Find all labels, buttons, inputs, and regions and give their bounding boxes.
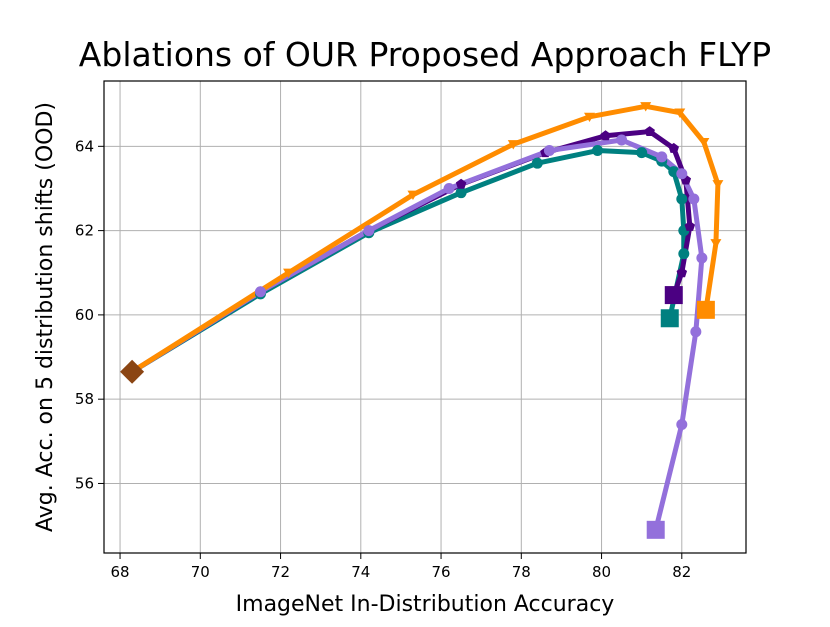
series-2-point: [656, 151, 668, 163]
series-layer: [129, 103, 721, 533]
x-tick-label: 68: [111, 563, 130, 581]
series-3-point: [674, 108, 686, 118]
y-tick-label: 58: [75, 390, 94, 408]
series-2-point: [690, 326, 702, 338]
x-tick-label: 80: [592, 563, 611, 581]
series-1-point: [455, 178, 467, 189]
series-0-point: [455, 187, 467, 199]
series-2-point: [688, 193, 700, 205]
series-0-end-point: [660, 309, 679, 328]
tick-layer: 68 70 72 74 76 78 80 82 56 58 60 62 64: [75, 137, 691, 581]
y-tick-label: 56: [75, 474, 94, 492]
series-2-point: [363, 225, 375, 237]
series-1-point: [644, 126, 655, 137]
series-2-point: [676, 168, 688, 180]
series-3-end-point: [696, 300, 715, 319]
series-1-point: [676, 267, 688, 278]
y-tick-label: 60: [75, 306, 94, 324]
x-tick-label: 70: [191, 563, 210, 581]
series-0-point: [676, 193, 688, 205]
series-1-end-point: [664, 286, 683, 305]
series-0-point: [531, 157, 543, 169]
series-3-point: [710, 239, 722, 249]
x-tick-label: 78: [512, 563, 531, 581]
series-3-point: [698, 137, 710, 148]
plot-frame: [103, 80, 747, 554]
series-2-point: [676, 418, 688, 430]
chart-title: Ablations of OUR Proposed Approach FLYP: [79, 35, 771, 74]
marker-layer: [120, 102, 724, 539]
series-line-2: [129, 137, 705, 533]
series-3-point: [407, 190, 419, 201]
y-tick-label: 64: [75, 137, 94, 155]
series-1-point: [600, 130, 611, 141]
y-axis-label: Avg. Acc. on 5 distribution shifts (OOD): [33, 102, 58, 532]
x-axis-label: ImageNet In-Distribution Accuracy: [236, 592, 615, 617]
y-tick-label: 62: [75, 222, 94, 240]
series-0-point: [678, 248, 690, 260]
series-2-point: [616, 134, 628, 146]
series-0-point: [636, 147, 648, 159]
series-2-end-point: [646, 520, 665, 539]
series-1-point: [668, 142, 680, 153]
series-2-point: [254, 286, 266, 298]
series-3-point: [584, 112, 596, 123]
series-3-point: [640, 102, 652, 112]
series-0-point: [592, 145, 604, 157]
series-line-1: [129, 129, 693, 375]
x-tick-label: 72: [271, 563, 290, 581]
series-2-point: [543, 145, 555, 157]
x-tick-label: 76: [432, 563, 451, 581]
x-tick-label: 74: [351, 563, 370, 581]
x-tick-label: 82: [672, 563, 691, 581]
series-1-point: [684, 220, 696, 231]
series-2-point: [443, 182, 455, 194]
start-point: [120, 359, 145, 384]
series-3-point: [507, 140, 519, 150]
series-3-point: [712, 180, 724, 190]
series-3-point: [283, 268, 295, 278]
series-2-point: [696, 252, 708, 264]
